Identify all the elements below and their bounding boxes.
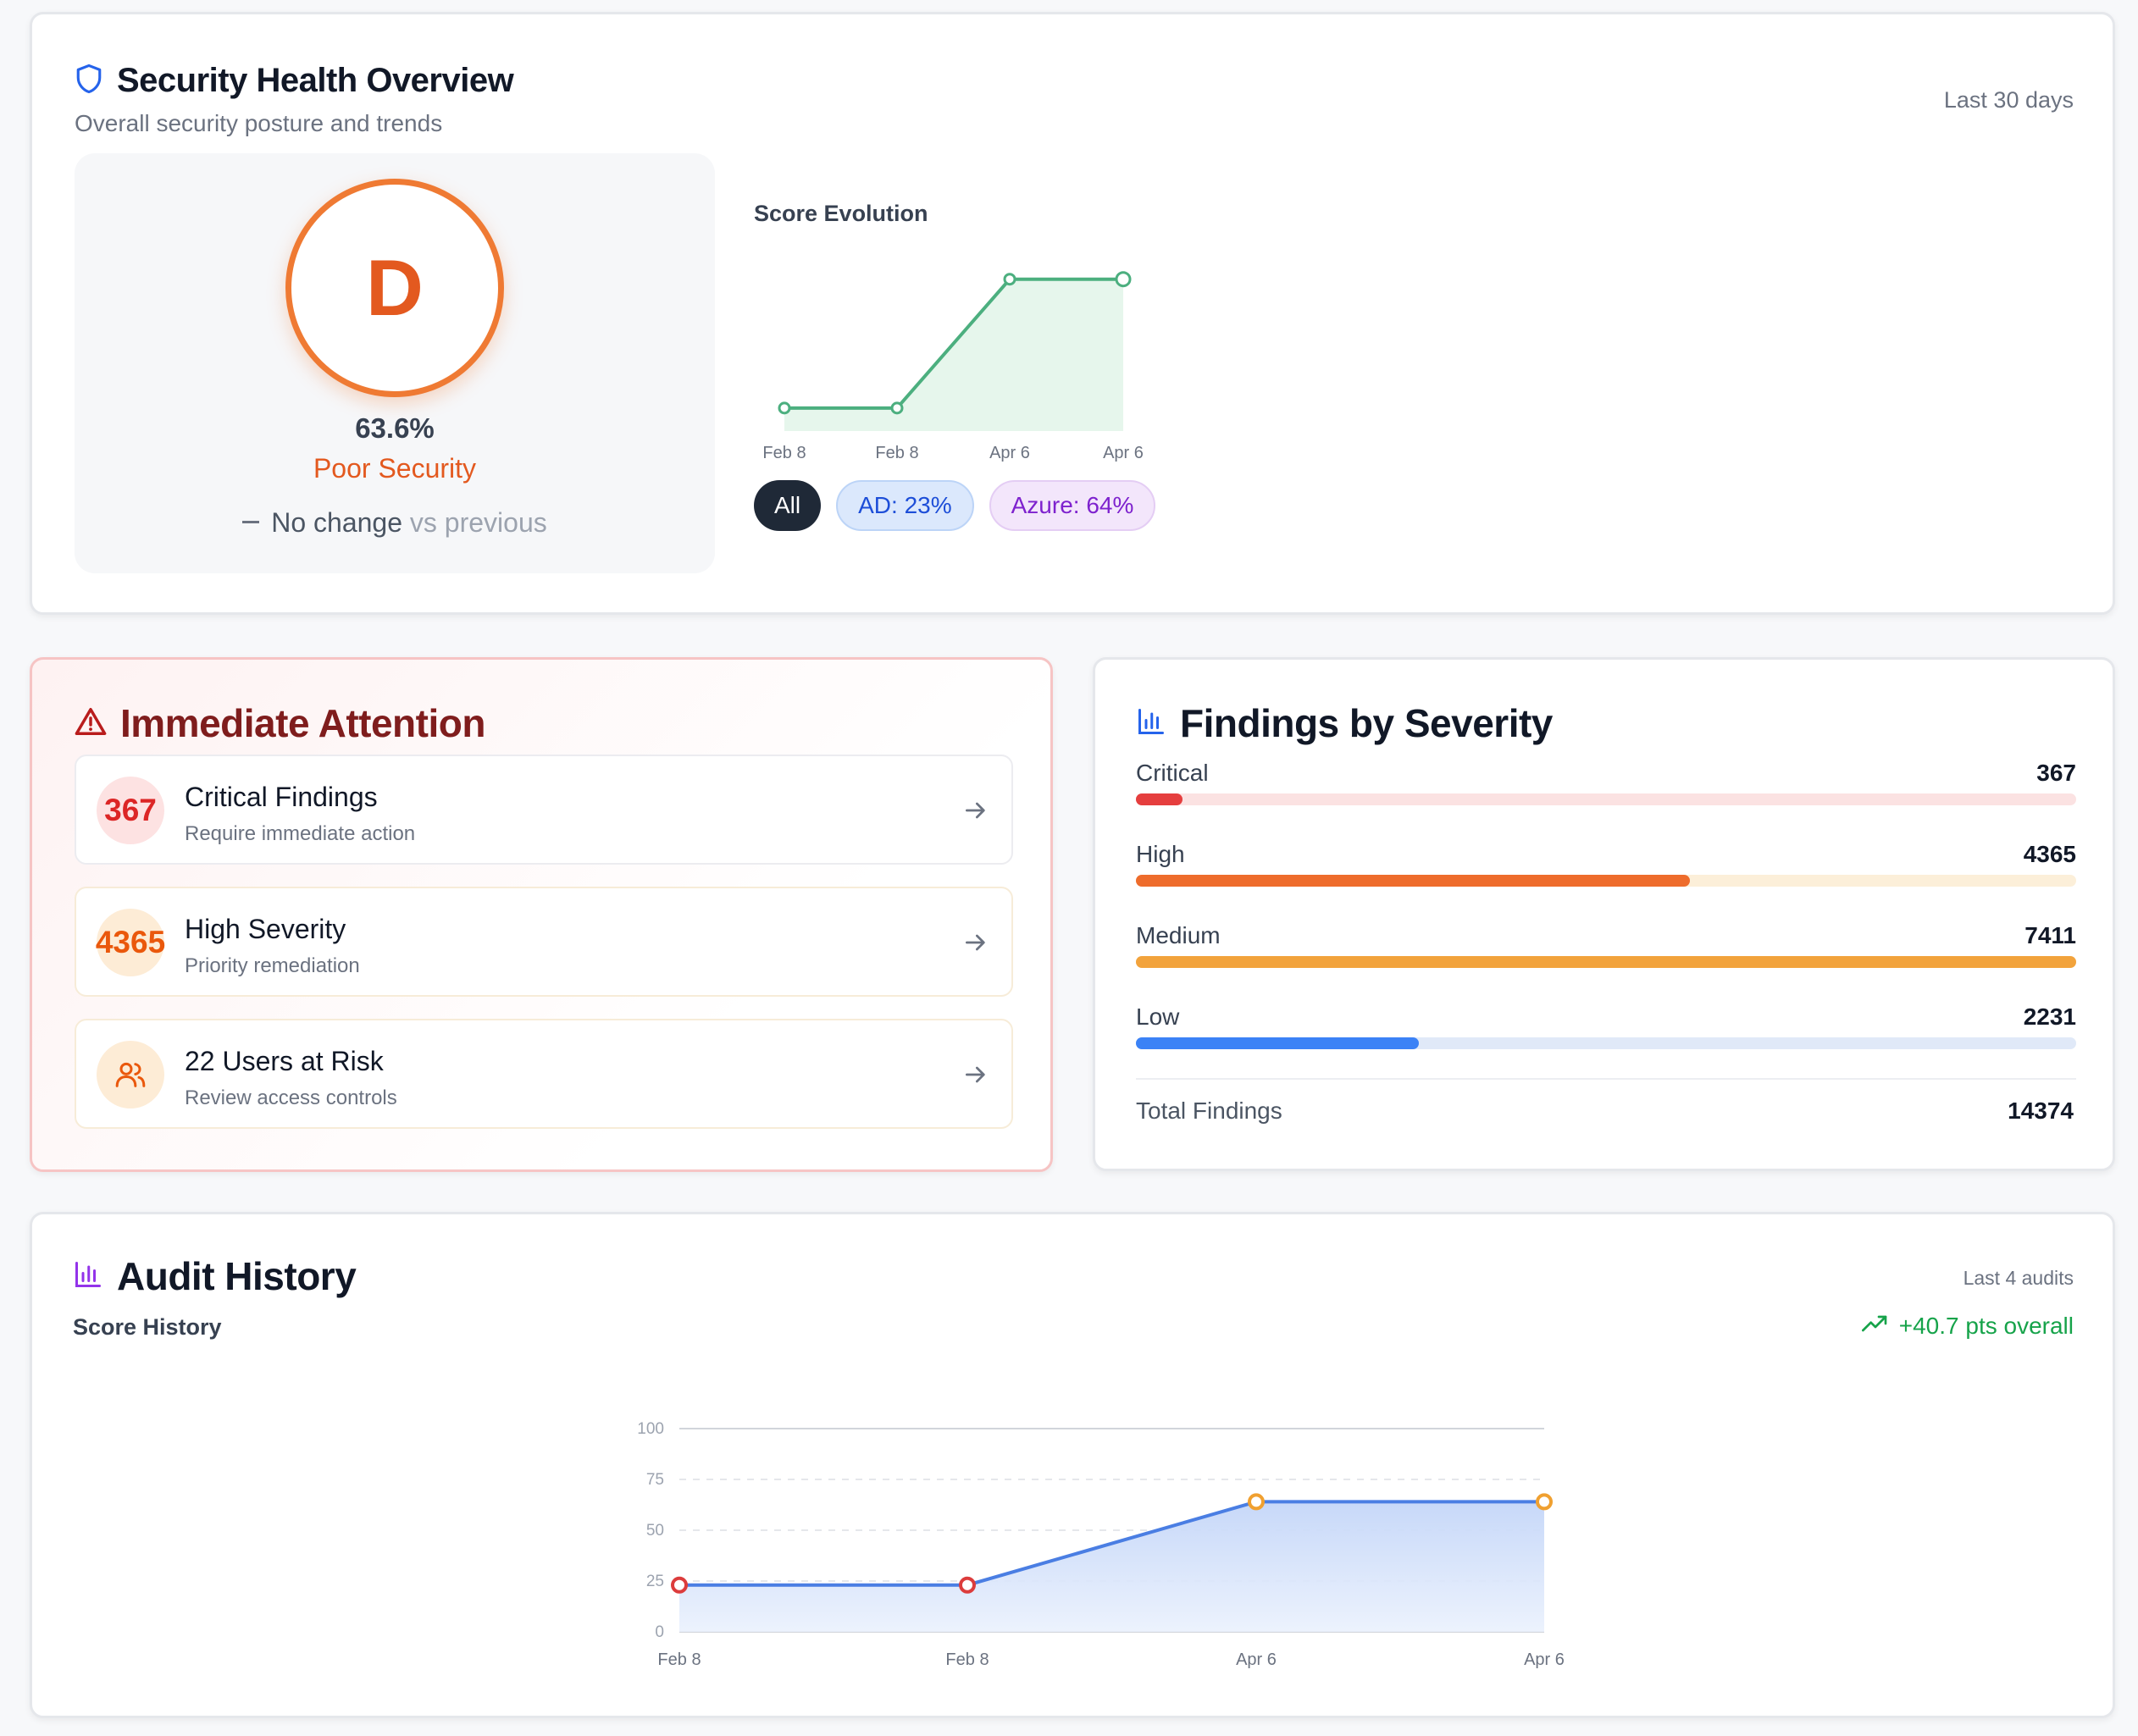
severity-label: High [1136,841,1185,867]
severity-value: 4365 [2023,841,2076,867]
shield-icon [75,63,103,99]
critical-count-badge: 367 [97,777,164,844]
warning-triangle-icon [75,706,107,741]
security-health-card: Security Health Overview Overall securit… [30,12,2115,615]
y-tick-label: 75 [646,1471,664,1489]
arrow-right-icon[interactable] [962,797,989,828]
bar-chart-icon [1136,706,1166,741]
arrow-right-icon[interactable] [962,1061,989,1092]
severity-title: Findings by Severity [1180,701,1553,745]
critical-findings-title: Critical Findings [185,782,378,812]
audit-header: Audit History [73,1253,357,1299]
trend-text: +40.7 pts overall [1898,1313,2074,1339]
evolution-point [1115,271,1132,288]
y-tick-label: 0 [655,1623,664,1641]
source-filter-group: All AD: 23% Azure: 64% [754,480,1156,531]
bar-chart-icon [73,1259,103,1294]
grade-label: Poor Security [313,453,477,484]
high-count-badge: 4365 [96,909,165,976]
severity-bar-low [1136,1037,1420,1049]
severity-track [1136,956,2076,968]
total-findings-label: Total Findings [1136,1097,1282,1124]
severity-track [1136,1037,2076,1049]
change-suffix: vs previous [409,507,547,538]
severity-label: Low [1136,1003,1180,1030]
evolution-x-label: Feb 8 [762,444,806,462]
score-percent: 63.6% [355,412,435,444]
audit-history-card: Audit History Score History Last 4 audit… [30,1212,2115,1718]
findings-by-severity-card: Findings by Severity Critical 367 High 4… [1093,657,2115,1171]
score-evolution-title: Score Evolution [754,201,928,226]
filter-all-button[interactable]: All [754,480,822,531]
users-at-risk-item[interactable]: 22 Users at Risk Review access controls [75,1019,1013,1129]
audit-period: Last 4 audits [1963,1267,2074,1289]
trend-summary: +40.7 pts overall [1861,1313,2074,1340]
grade-panel: D 63.6% Poor Security No change vs previ… [75,153,715,573]
filter-azure-button[interactable]: Azure: 64% [989,480,1156,531]
y-tick-label: 25 [646,1573,664,1590]
arrow-right-icon[interactable] [962,929,989,960]
history-line [679,1500,1544,1587]
users-icon [97,1041,164,1108]
severity-track [1136,793,2076,805]
evolution-line [784,277,1123,410]
evolution-x-label: Apr 6 [1103,444,1144,462]
trending-up-icon [1861,1313,1899,1340]
dash-icon [242,521,260,524]
score-history-chart: 0 25 50 75 100 Feb 8 Feb 8 Apr 6 Apr 6 [637,1420,1565,1669]
severity-bar-critical [1136,793,1183,805]
change-text: No change [271,507,403,538]
severity-value: 7411 [2024,922,2076,948]
history-x-label: Apr 6 [1236,1650,1277,1669]
filter-ad-button[interactable]: AD: 23% [836,480,974,531]
history-x-label: Feb 8 [657,1650,701,1669]
history-x-label: Apr 6 [1524,1650,1565,1669]
critical-findings-desc: Require immediate action [185,822,416,845]
high-severity-desc: Priority remediation [185,954,360,977]
attention-header: Immediate Attention [75,700,485,746]
history-x-label: Feb 8 [945,1650,989,1669]
evolution-point [890,401,904,415]
score-history-title: Score History [73,1314,222,1340]
severity-value: 2231 [2023,1003,2076,1030]
users-at-risk-desc: Review access controls [185,1086,397,1109]
history-point [1248,1493,1265,1511]
history-point [671,1576,688,1594]
overview-subtitle: Overall security posture and trends [75,110,443,136]
total-findings-value: 14374 [2008,1097,2074,1124]
evolution-x-label: Apr 6 [989,444,1030,462]
audit-title: Audit History [117,1254,357,1298]
severity-label: Medium [1136,922,1221,948]
overview-header: Security Health Overview [75,62,514,100]
overview-title: Security Health Overview [117,62,514,99]
severity-header: Findings by Severity [1136,700,1553,746]
immediate-attention-card: Immediate Attention 367 Critical Finding… [30,657,1053,1172]
high-severity-item[interactable]: 4365 High Severity Priority remediation [75,887,1013,997]
users-at-risk-title: 22 Users at Risk [185,1046,384,1076]
evolution-point [1003,273,1016,286]
history-area [679,1501,1544,1632]
score-change: No change vs previous [75,507,715,539]
severity-bar-high [1136,875,1690,887]
evolution-x-label: Feb 8 [875,444,918,462]
divider [1136,1078,2076,1080]
overview-period: Last 30 days [1943,87,2074,113]
severity-track [1136,875,2076,887]
y-tick-label: 100 [637,1420,664,1438]
severity-label: Critical [1136,760,1209,786]
severity-value: 367 [2036,760,2076,786]
evolution-area [784,279,1123,431]
evolution-point [778,401,791,415]
history-point [959,1576,976,1594]
grade-circle: D [285,179,504,397]
severity-bar-medium [1136,956,2076,968]
critical-findings-item[interactable]: 367 Critical Findings Require immediate … [75,755,1013,865]
high-severity-title: High Severity [185,914,346,944]
grade-letter: D [366,243,424,332]
score-evolution-chart: Feb 8 Feb 8 Apr 6 Apr 6 [762,271,1144,462]
attention-title: Immediate Attention [120,701,485,745]
history-point [1536,1493,1553,1511]
y-tick-label: 50 [646,1522,664,1540]
